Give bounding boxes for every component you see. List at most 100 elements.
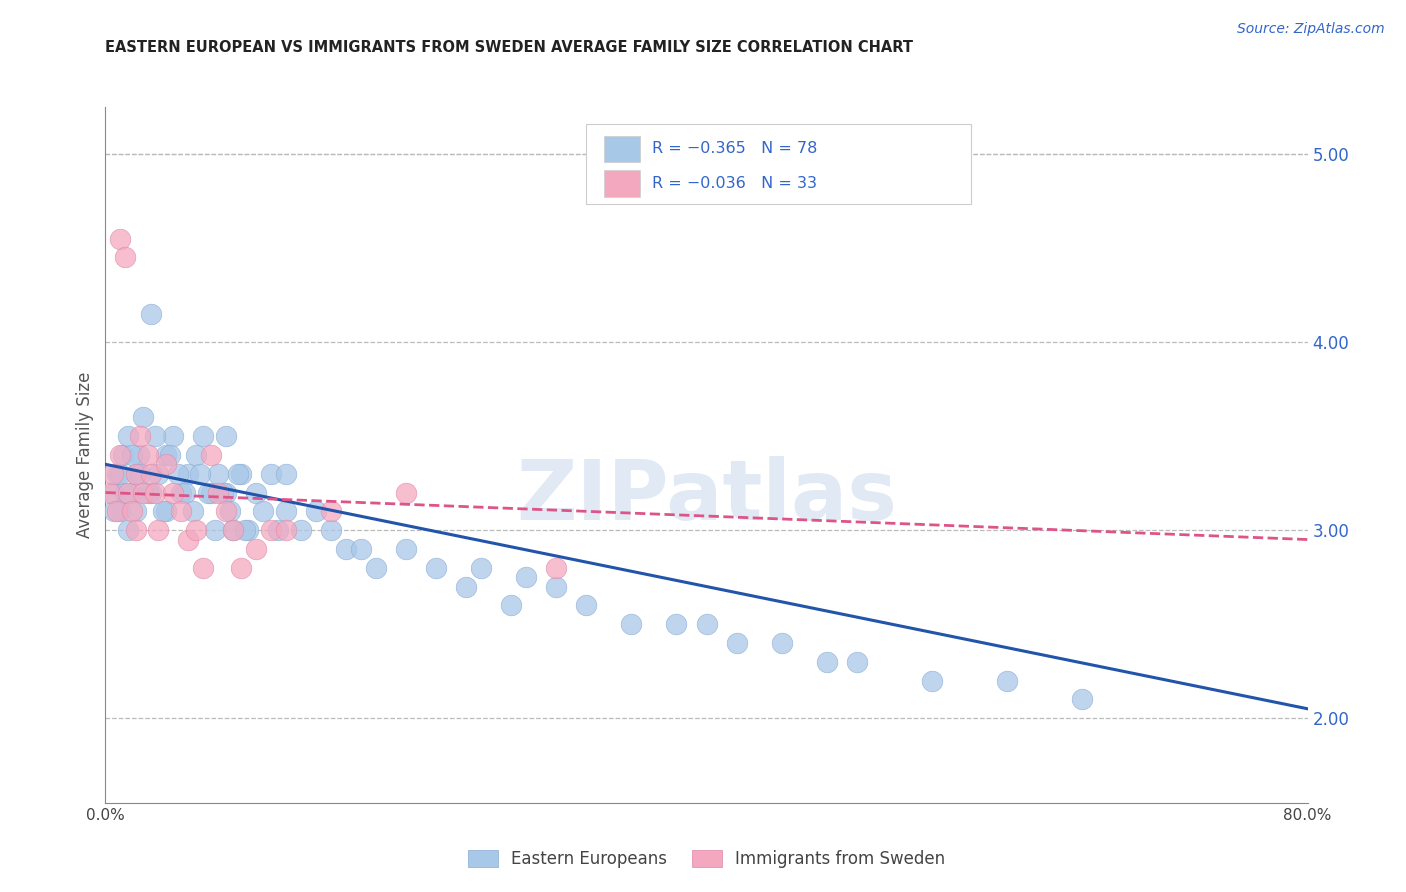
Point [200,448,222,462]
Point [155,504,177,518]
Point [139,467,162,481]
Point [274,504,297,518]
Point [207,485,229,500]
Point [319,523,342,537]
Point [395,485,418,500]
Point [335,541,357,556]
Point [921,673,943,688]
Point [132,485,155,500]
Point [260,467,283,481]
Point [575,599,598,613]
Point [155,448,177,462]
Y-axis label: Average Family Size: Average Family Size [76,372,94,538]
Point [229,467,252,481]
Point [252,504,274,518]
Point [267,523,290,537]
Point [114,485,136,500]
Point [620,617,643,632]
Point [226,467,249,481]
Point [114,251,136,265]
Point [995,673,1018,688]
Point [177,533,200,547]
Text: R = −0.365   N = 78: R = −0.365 N = 78 [652,141,818,156]
Point [177,467,200,481]
Point [274,467,297,481]
Point [166,467,188,481]
Point [546,580,568,594]
FancyBboxPatch shape [586,124,972,204]
Point [214,429,236,443]
Point [515,570,537,584]
Point [197,485,219,500]
Point [124,467,146,481]
Legend: Eastern Europeans, Immigrants from Sweden: Eastern Europeans, Immigrants from Swede… [461,843,952,874]
Point [274,523,297,537]
Point [110,467,132,481]
Point [184,523,207,537]
Point [290,523,312,537]
Point [319,504,342,518]
Point [364,560,387,574]
Point [152,504,174,518]
Point [124,523,146,537]
Point [107,504,129,518]
Text: R = −0.036   N = 33: R = −0.036 N = 33 [652,176,817,191]
Point [107,467,129,481]
Point [117,523,139,537]
Point [129,467,152,481]
Point [155,458,177,472]
Point [101,467,124,481]
Point [169,504,191,518]
Text: ZIPatlas: ZIPatlas [516,456,897,537]
Point [200,485,222,500]
Point [770,636,793,650]
Point [222,523,245,537]
Point [305,504,328,518]
Point [214,504,236,518]
Text: EASTERN EUROPEAN VS IMMIGRANTS FROM SWEDEN AVERAGE FAMILY SIZE CORRELATION CHART: EASTERN EUROPEAN VS IMMIGRANTS FROM SWED… [105,40,914,55]
Point [162,429,184,443]
Point [1071,692,1094,706]
Point [132,410,155,425]
Point [456,580,478,594]
Point [129,429,152,443]
Point [128,448,150,462]
Point [815,655,838,669]
Point [121,504,143,518]
Point [98,485,121,500]
Point [191,560,214,574]
Point [146,467,169,481]
FancyBboxPatch shape [605,170,640,197]
Point [103,504,125,518]
Point [110,448,132,462]
Point [470,560,492,574]
Point [136,485,159,500]
FancyBboxPatch shape [605,136,640,162]
Point [143,429,166,443]
Point [229,560,252,574]
Point [245,485,267,500]
Point [112,448,135,462]
Point [501,599,523,613]
Point [238,523,260,537]
Point [139,485,162,500]
Point [211,485,233,500]
Point [546,560,568,574]
Point [184,448,207,462]
Point [146,523,169,537]
Point [725,636,748,650]
Point [696,617,718,632]
Point [162,485,184,500]
Point [665,617,688,632]
Point [191,429,214,443]
Point [845,655,868,669]
Point [174,485,197,500]
Point [350,541,373,556]
Point [159,448,181,462]
Point [143,485,166,500]
Point [222,523,245,537]
Point [207,467,229,481]
Point [121,448,143,462]
Point [204,523,226,537]
Point [124,467,146,481]
